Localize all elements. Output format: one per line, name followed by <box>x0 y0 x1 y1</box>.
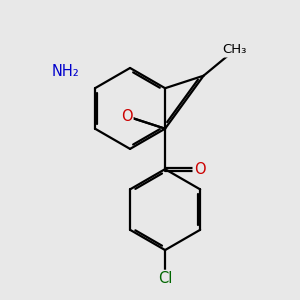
Text: Cl: Cl <box>158 271 172 286</box>
Text: O: O <box>121 109 132 124</box>
Text: CH₃: CH₃ <box>223 44 247 56</box>
Text: O: O <box>194 162 205 177</box>
Text: NH₂: NH₂ <box>51 64 79 79</box>
